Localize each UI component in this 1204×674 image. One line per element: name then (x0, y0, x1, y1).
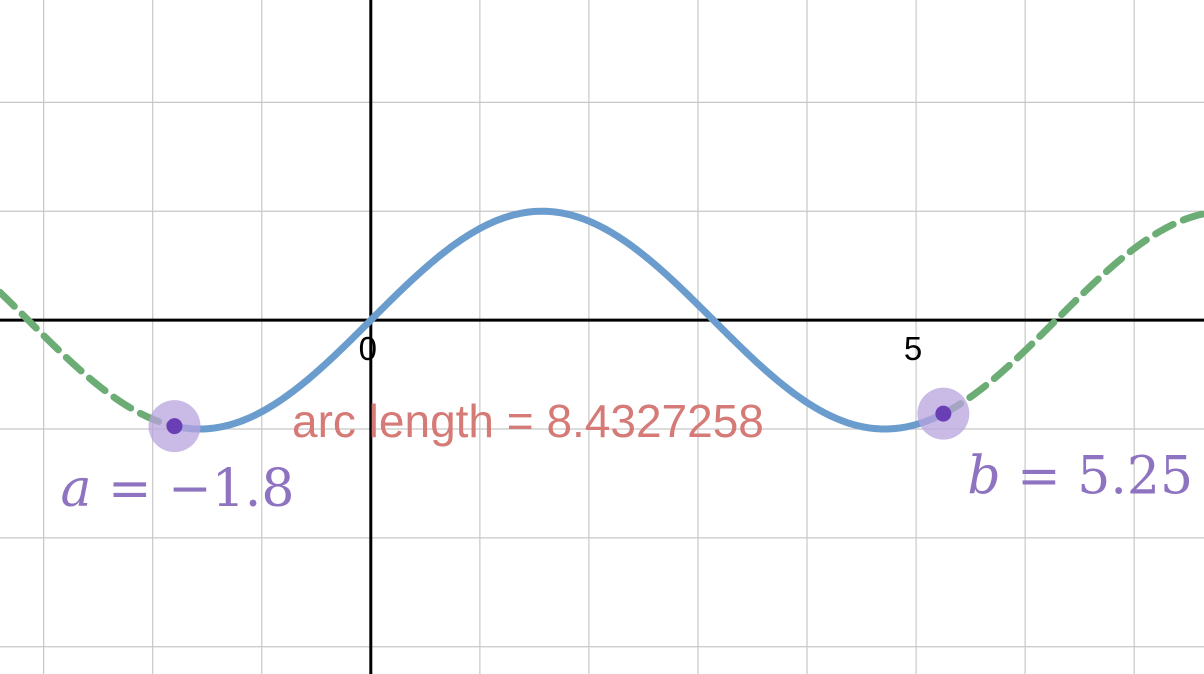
point-a-label: a = −1.8 (60, 459, 294, 519)
point-a[interactable] (166, 418, 183, 435)
x-tick-label: 0 (359, 330, 377, 367)
arc-length-label: arc length = 8.4327258 (292, 395, 764, 447)
point-b[interactable] (935, 405, 952, 422)
point-b-label: b = 5.25 (967, 447, 1193, 507)
curves (0, 207, 1204, 433)
endpoints[interactable]: a = −1.8 b = 5.25 (60, 387, 1193, 520)
x-tick-label: 5 (904, 330, 922, 367)
full-curve-right (939, 210, 1204, 418)
arc-segment-curve (170, 207, 947, 433)
full-curve-left (0, 288, 178, 430)
